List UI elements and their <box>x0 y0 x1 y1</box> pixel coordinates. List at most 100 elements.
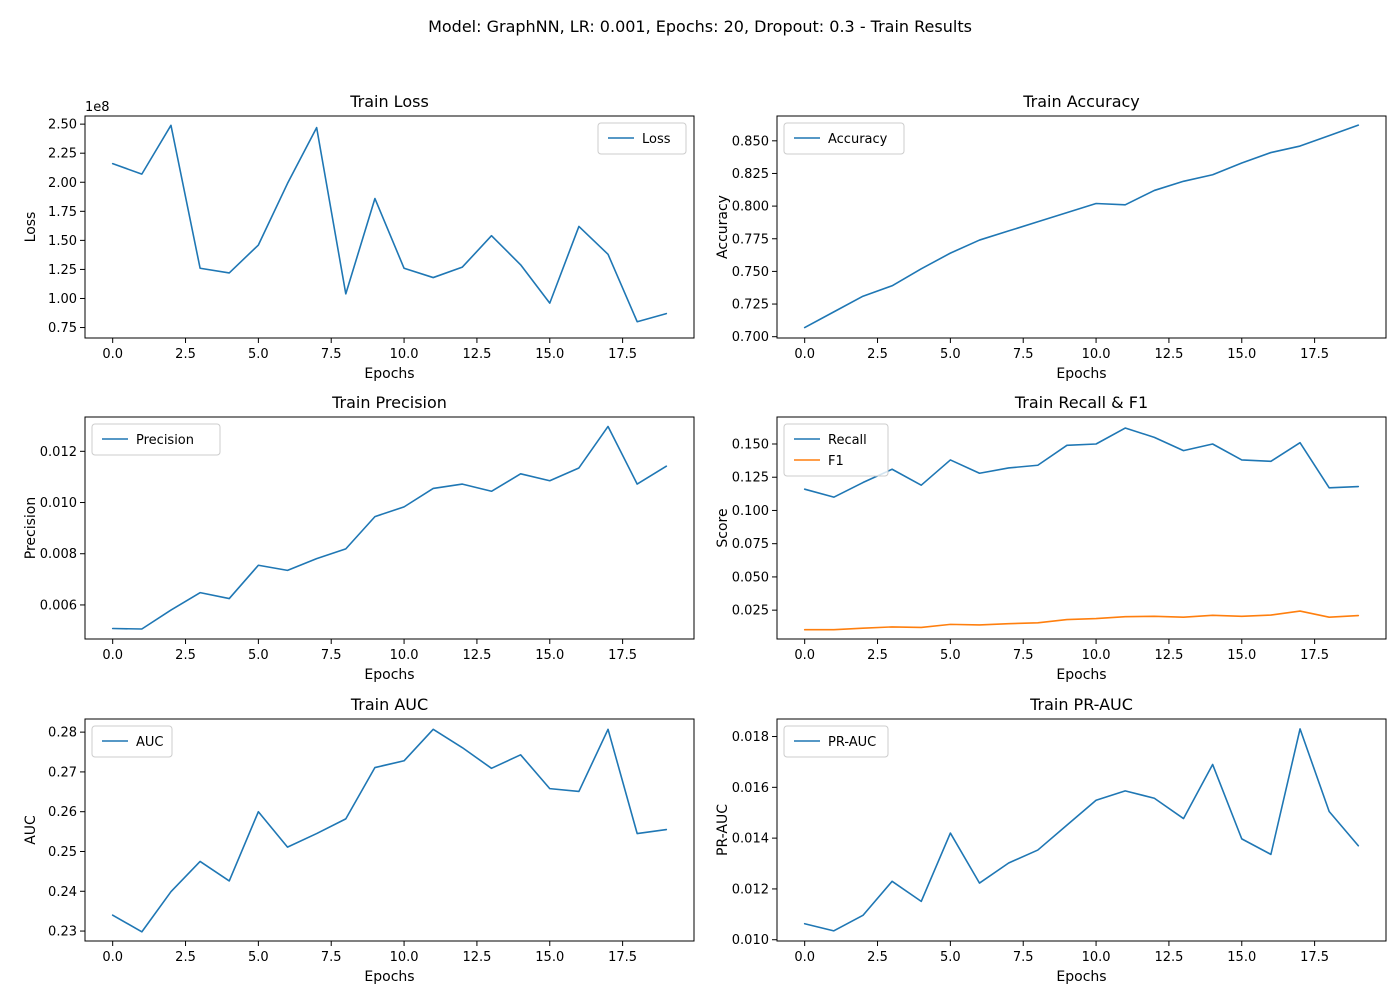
train-loss-ytick-label: 1.00 <box>48 292 77 307</box>
train-accuracy-axes-frame <box>776 115 1387 339</box>
train-recall-f1-xtick-label: 7.5 <box>1013 648 1034 663</box>
train-accuracy-ytick-label: 0.700 <box>732 330 769 345</box>
train-recall-f1-series-recall <box>803 427 1360 498</box>
train-auc-ytick-label: 0.28 <box>48 726 77 741</box>
train-recall-f1-legend-label: F1 <box>828 454 844 469</box>
train-loss-xtick-label: 5.0 <box>248 347 269 362</box>
train-loss-legend-box <box>597 122 687 155</box>
train-accuracy-ytick-label: 0.775 <box>732 232 769 247</box>
train-recall-f1-chart: Train Recall & F1 0.0 2.5 5.0 7.5 10.0 12.5 15.… <box>715 393 1387 683</box>
train-pr-auc-xtick-label: 10.0 <box>1082 950 1111 965</box>
train-pr-auc-xtick-label: 5.0 <box>940 950 961 965</box>
train-precision-xtick-label: 2.5 <box>175 648 196 663</box>
train-pr-auc-ytick-label: 0.018 <box>732 730 769 745</box>
train-pr-auc-xtick-label: 15.0 <box>1227 950 1256 965</box>
train-recall-f1-title: Train Recall & F1 <box>1014 393 1148 412</box>
train-auc-xtick-label: 15.0 <box>535 950 564 965</box>
train-recall-f1-ytick-label: 0.125 <box>732 471 769 486</box>
train-accuracy-ytick-label: 0.800 <box>732 200 769 215</box>
train-loss-chart: Train Loss 0.0 2.5 5.0 7.5 10.0 12.5 15.0 17.5 0.… <box>23 92 695 382</box>
train-accuracy-chart: Train Accuracy 0.0 2.5 5.0 7.5 10.0 12.5 15.0 17… <box>715 92 1387 382</box>
train-auc-xtick-label: 12.5 <box>462 950 491 965</box>
train-loss-xtick-label: 17.5 <box>608 347 637 362</box>
train-accuracy-xtick-label: 15.0 <box>1227 347 1256 362</box>
train-pr-auc-xtick-label: 17.5 <box>1300 950 1329 965</box>
train-auc-ytick-label: 0.24 <box>48 885 77 900</box>
train-accuracy-ytick-label: 0.850 <box>732 134 769 149</box>
train-loss-ytick-label: 1.50 <box>48 234 77 249</box>
train-loss-xtick-label: 0.0 <box>102 347 123 362</box>
train-precision-series-precision <box>111 425 668 630</box>
train-recall-f1-xtick-label: 5.0 <box>940 648 961 663</box>
train-recall-f1-axes-frame <box>776 416 1387 640</box>
train-pr-auc-axes-frame <box>776 718 1387 942</box>
train-loss-ytick-label: 1.75 <box>48 205 77 220</box>
train-loss-legend-label: Loss <box>642 132 671 147</box>
figure-suptitle: Model: GraphNN, LR: 0.001, Epochs: 20, D… <box>428 17 972 36</box>
train-precision-xtick-label: 7.5 <box>321 648 342 663</box>
train-auc-ylabel: AUC <box>23 815 39 845</box>
train-accuracy-xlabel: Epochs <box>1056 366 1106 382</box>
train-accuracy-xtick-label: 0.0 <box>794 347 815 362</box>
train-recall-f1-legend: Recall F1 <box>783 423 889 477</box>
train-precision-legend-box <box>91 423 221 456</box>
train-recall-f1-legend-box <box>783 423 889 477</box>
train-pr-auc-title: Train PR-AUC <box>1029 695 1133 714</box>
train-auc-chart: Train AUC 0.0 2.5 5.0 7.5 10.0 12.5 15.0 17.5 0.2… <box>23 695 695 985</box>
train-accuracy-legend-label: Accuracy <box>828 132 888 147</box>
train-pr-auc-xtick-label: 12.5 <box>1154 950 1183 965</box>
train-recall-f1-ytick-label: 0.075 <box>732 537 769 552</box>
train-auc-legend-box <box>91 725 173 758</box>
train-accuracy-xtick-label: 5.0 <box>940 347 961 362</box>
train-accuracy-ytick-label: 0.750 <box>732 265 769 280</box>
train-pr-auc-xtick-label: 2.5 <box>867 950 888 965</box>
train-auc-xlabel: Epochs <box>364 969 414 985</box>
train-precision-xlabel: Epochs <box>364 667 414 683</box>
train-auc-xtick-label: 7.5 <box>321 950 342 965</box>
train-loss-xlabel: Epochs <box>364 366 414 382</box>
train-loss-ytick-label: 1.25 <box>48 263 77 278</box>
train-precision-legend: Precision <box>91 423 221 456</box>
train-accuracy-xtick-label: 2.5 <box>867 347 888 362</box>
train-auc-ytick-label: 0.27 <box>48 765 77 780</box>
train-recall-f1-ytick-label: 0.025 <box>732 604 769 619</box>
train-recall-f1-series-f1 <box>803 610 1360 631</box>
train-accuracy-xtick-label: 10.0 <box>1082 347 1111 362</box>
train-loss-xtick-label: 12.5 <box>462 347 491 362</box>
train-pr-auc-ylabel: PR-AUC <box>715 804 731 856</box>
train-accuracy-title: Train Accuracy <box>1022 92 1140 111</box>
train-pr-auc-legend-label: PR-AUC <box>828 735 876 750</box>
train-auc-axes-frame <box>84 718 695 942</box>
train-recall-f1-xtick-label: 0.0 <box>794 648 815 663</box>
train-recall-f1-xtick-label: 17.5 <box>1300 648 1329 663</box>
train-auc-ytick-label: 0.23 <box>48 925 77 940</box>
train-precision-legend-label: Precision <box>136 433 194 448</box>
train-auc-xtick-label: 5.0 <box>248 950 269 965</box>
train-auc-xtick-label: 2.5 <box>175 950 196 965</box>
train-precision-title: Train Precision <box>331 393 447 412</box>
train-loss-xtick-label: 10.0 <box>390 347 419 362</box>
train-precision-xtick-label: 17.5 <box>608 648 637 663</box>
train-pr-auc-series-pr-auc <box>803 728 1360 932</box>
train-auc-ytick-label: 0.25 <box>48 845 77 860</box>
train-precision-xtick-label: 15.0 <box>535 648 564 663</box>
train-accuracy-legend: Accuracy <box>783 122 905 155</box>
train-auc-legend: AUC <box>91 725 173 758</box>
train-precision-ytick-label: 0.010 <box>40 496 77 511</box>
train-precision-chart: Train Precision 0.0 2.5 5.0 7.5 10.0 12.5 15.0 1… <box>23 393 695 683</box>
train-pr-auc-ytick-label: 0.010 <box>732 933 769 948</box>
train-pr-auc-ytick-label: 0.014 <box>732 832 769 847</box>
train-loss-series-loss <box>111 124 668 323</box>
train-auc-xtick-label: 17.5 <box>608 950 637 965</box>
train-auc-title: Train AUC <box>350 695 428 714</box>
train-auc-xtick-label: 0.0 <box>102 950 123 965</box>
subplot-grid: Train Loss 0.0 2.5 5.0 7.5 10.0 12.5 15.0 17.5 0.… <box>23 92 1387 985</box>
train-pr-auc-ytick-label: 0.012 <box>732 882 769 897</box>
train-recall-f1-xlabel: Epochs <box>1056 667 1106 683</box>
train-precision-ytick-label: 0.008 <box>40 547 77 562</box>
train-accuracy-ylabel: Accuracy <box>715 195 731 259</box>
train-accuracy-series-accuracy <box>803 124 1360 329</box>
train-precision-xtick-label: 0.0 <box>102 648 123 663</box>
train-loss-ylabel: Loss <box>23 212 39 243</box>
